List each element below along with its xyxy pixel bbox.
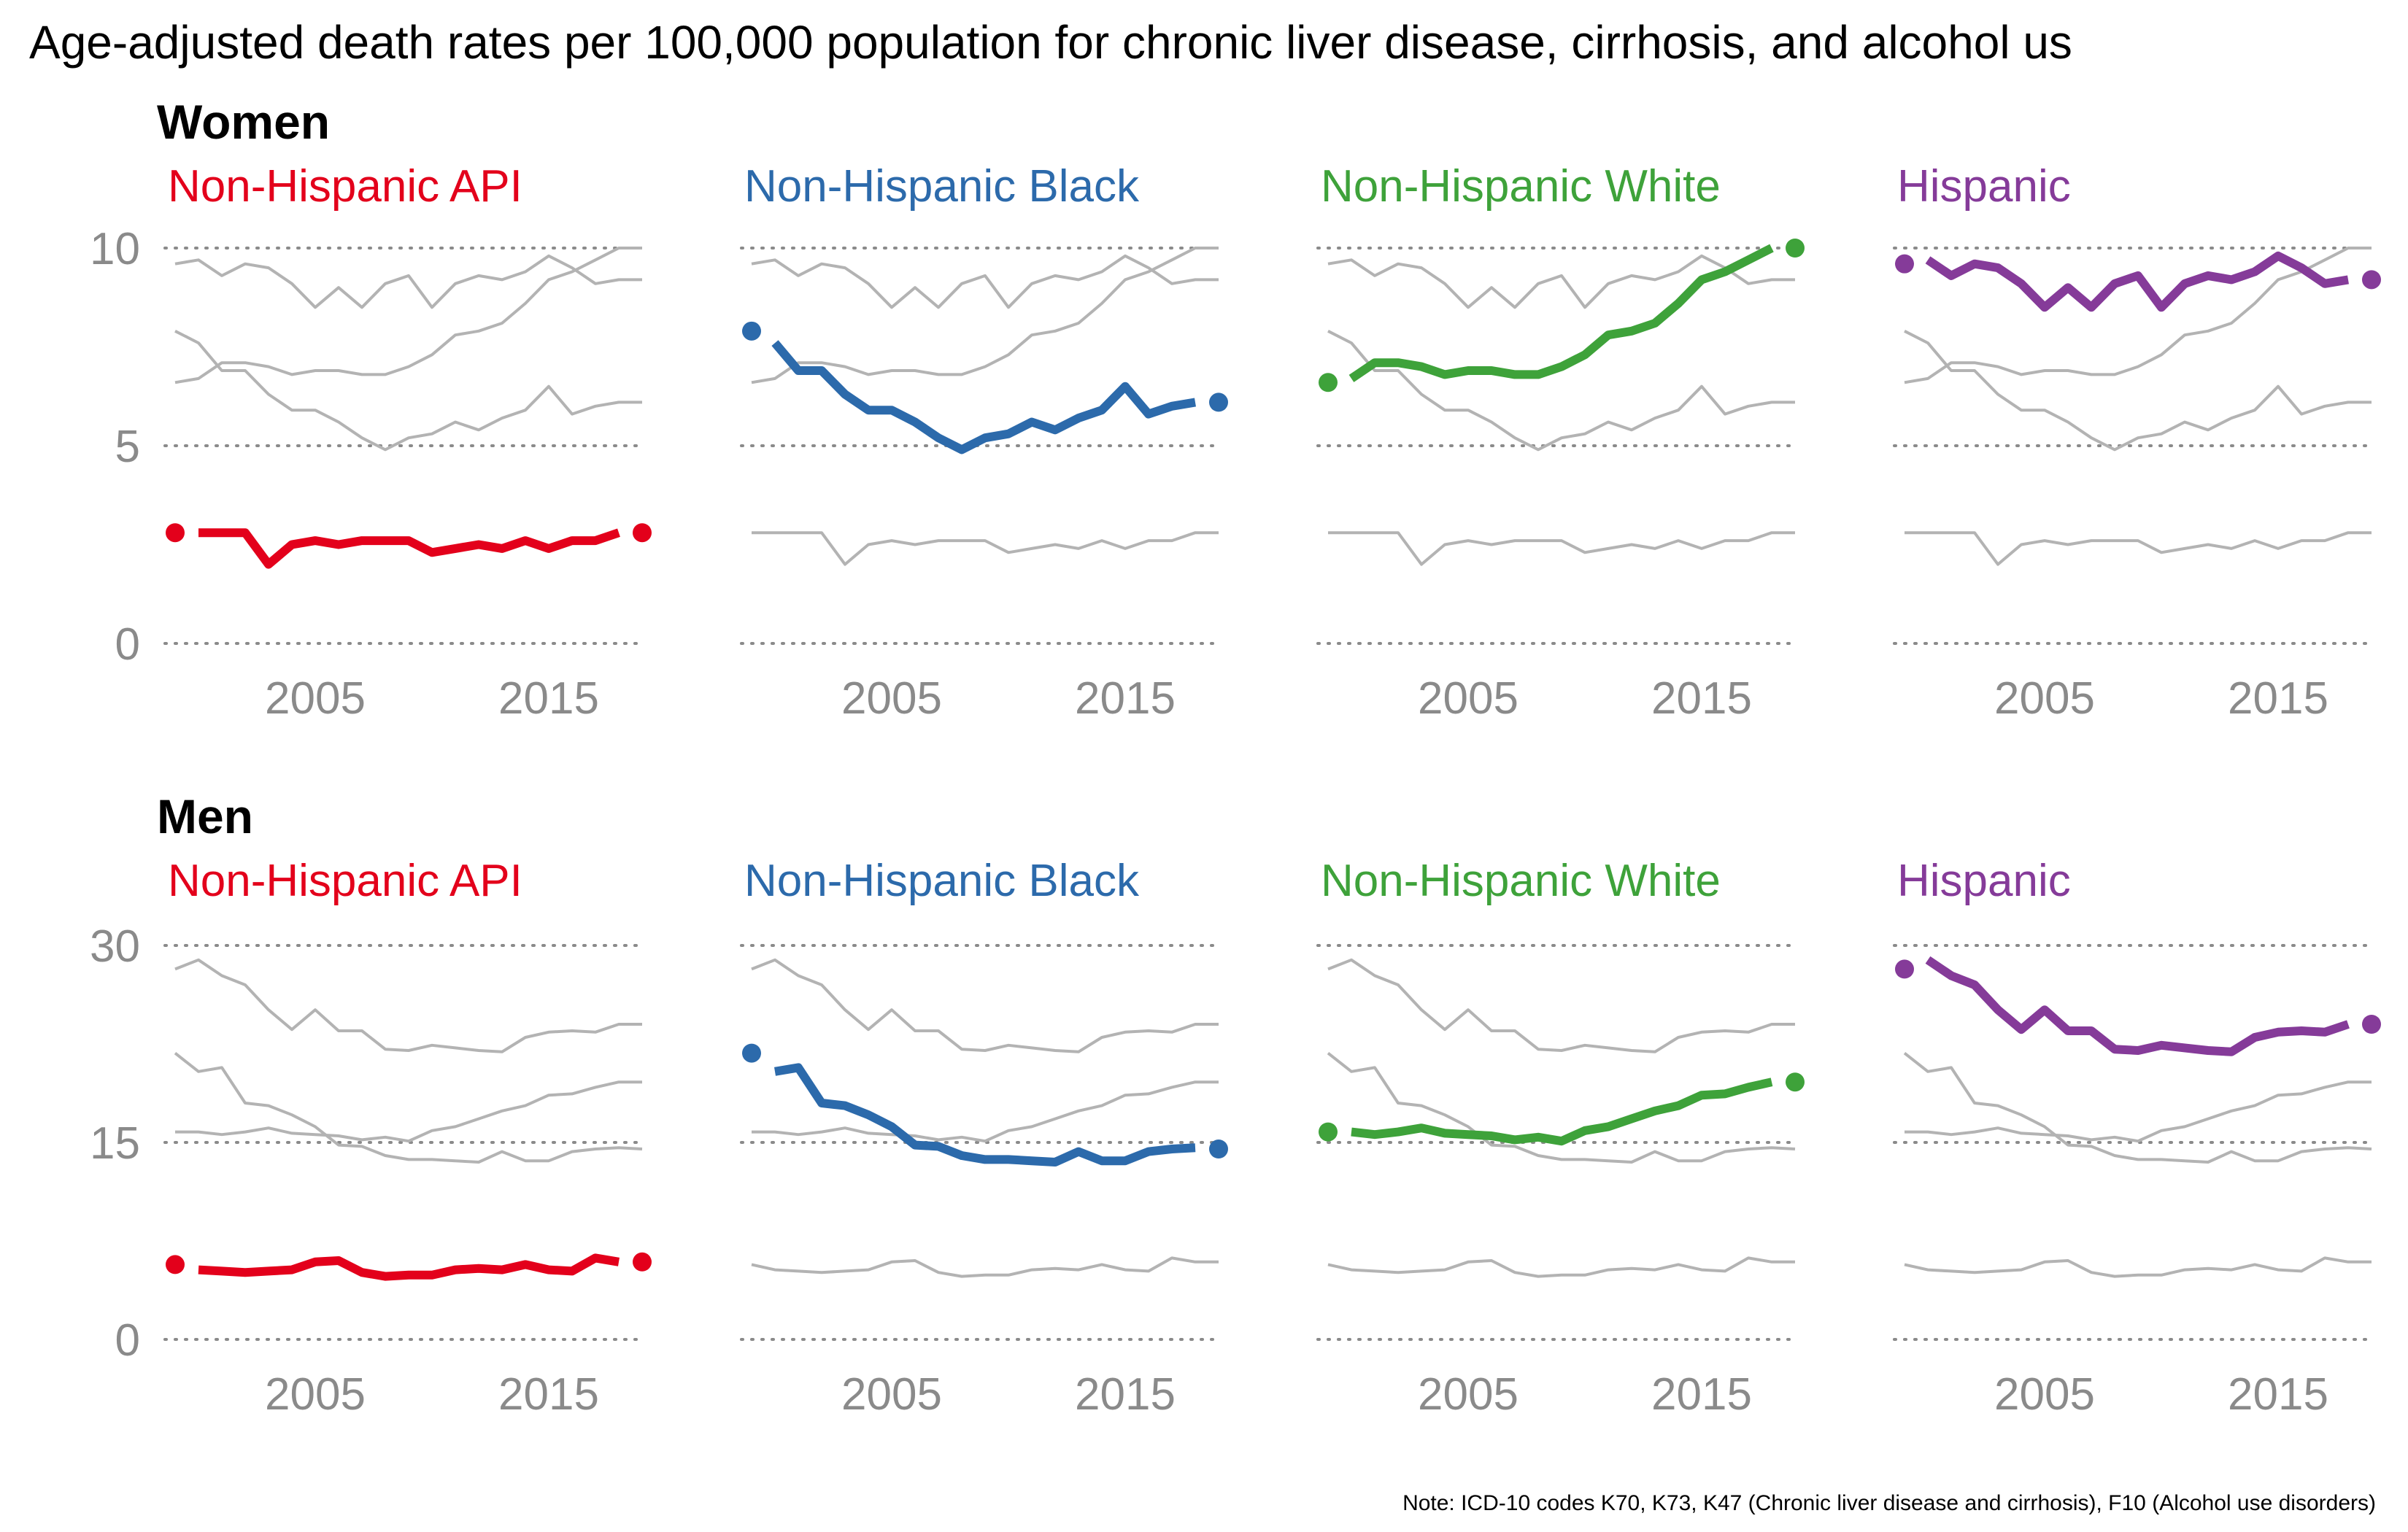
- background-line-non-hispanic-api: [751, 1256, 1219, 1278]
- background-line-hispanic: [174, 254, 642, 309]
- start-point: [742, 1043, 761, 1063]
- panel-men-non-hispanic-white: Non-Hispanic White 2005 2015: [1316, 856, 1805, 1420]
- panel-title: Non-Hispanic API: [168, 161, 522, 212]
- panel-women-non-hispanic-black: Non-Hispanic Black 2005 2015: [740, 161, 1228, 724]
- end-point: [633, 523, 652, 543]
- panel-men-non-hispanic-api: Non-Hispanic API 0 15 30 2005 2015: [90, 856, 652, 1420]
- start-point: [166, 1255, 185, 1274]
- x-tick-label: 2015: [1075, 673, 1176, 724]
- start-point: [1895, 959, 1914, 979]
- background-line-non-hispanic-black: [174, 1052, 643, 1164]
- panel-title: Non-Hispanic White: [1321, 856, 1721, 906]
- panel-women-non-hispanic-white: Non-Hispanic White 2005 2015: [1316, 161, 1805, 724]
- background-line-non-hispanic-white: [751, 247, 1219, 384]
- end-point: [2362, 1015, 2381, 1034]
- end-point: [1786, 239, 1805, 258]
- background-line-non-hispanic-white: [1905, 1080, 2372, 1143]
- panel-title: Non-Hispanic Black: [744, 161, 1140, 212]
- panel-men-hispanic: Hispanic 2005 2015: [1893, 856, 2381, 1420]
- y-tick-label: 0: [115, 1315, 140, 1366]
- chart-title: Age-adjusted death rates per 100,000 pop…: [29, 16, 2072, 69]
- y-tick-label: 10: [90, 224, 140, 274]
- background-line-hispanic: [1327, 958, 1795, 1053]
- series-line-non-hispanic-white: [1351, 1078, 1773, 1146]
- start-point: [166, 523, 185, 543]
- background-line-non-hispanic-api: [752, 531, 1219, 566]
- end-point: [1209, 1140, 1228, 1158]
- background-line-non-hispanic-white: [1904, 247, 2372, 384]
- y-tick-label: 5: [115, 422, 140, 472]
- start-point: [1319, 1122, 1338, 1142]
- series-line-non-hispanic-black: [774, 1063, 1196, 1167]
- x-tick-label: 2015: [2228, 673, 2328, 724]
- series-line-hispanic: [1925, 956, 2350, 1056]
- panel-women-non-hispanic-api: Non-Hispanic API 0 5 10 2005 2015: [90, 161, 652, 724]
- panel-title: Non-Hispanic White: [1321, 161, 1721, 212]
- panel-women-hispanic: Hispanic 2005 2015: [1893, 161, 2381, 724]
- x-tick-label: 2005: [1994, 1369, 2095, 1420]
- background-line-non-hispanic-api: [1327, 1256, 1795, 1278]
- background-line-non-hispanic-black: [1327, 330, 1795, 452]
- x-tick-label: 2015: [1651, 1369, 1752, 1420]
- series-line-non-hispanic-api: [198, 528, 620, 569]
- x-tick-label: 2005: [841, 673, 942, 724]
- background-line-hispanic: [751, 254, 1219, 309]
- chart-note: Note: ICD-10 codes K70, K73, K47 (Chroni…: [1402, 1491, 2376, 1515]
- start-point: [742, 321, 761, 341]
- x-tick-label: 2005: [841, 1369, 942, 1420]
- background-line-non-hispanic-api: [1328, 531, 1795, 566]
- panel-title: Hispanic: [1897, 161, 2071, 212]
- y-tick-label: 30: [90, 921, 140, 972]
- end-point: [1209, 392, 1228, 412]
- y-tick-label: 0: [115, 619, 140, 670]
- series-line-non-hispanic-white: [1348, 244, 1774, 382]
- panel-title: Non-Hispanic Black: [744, 856, 1140, 906]
- x-tick-label: 2015: [498, 673, 599, 724]
- start-point: [1319, 373, 1338, 392]
- x-tick-label: 2005: [265, 1369, 366, 1420]
- background-line-non-hispanic-api: [1904, 1256, 2372, 1278]
- background-line-non-hispanic-black: [174, 330, 642, 452]
- panel-men-non-hispanic-black: Non-Hispanic Black 2005 2015: [740, 856, 1228, 1420]
- x-tick-label: 2015: [1075, 1369, 1176, 1420]
- background-line-hispanic: [1327, 254, 1795, 309]
- x-tick-label: 2005: [1418, 673, 1518, 724]
- x-tick-label: 2015: [1651, 673, 1752, 724]
- x-tick-label: 2005: [265, 673, 366, 724]
- x-tick-label: 2005: [1418, 1369, 1518, 1420]
- facet-label-men: Men: [157, 789, 253, 843]
- panel-title: Non-Hispanic API: [168, 856, 522, 906]
- series-line-non-hispanic-api: [198, 1253, 620, 1281]
- x-tick-label: 2015: [498, 1369, 599, 1420]
- background-line-non-hispanic-white: [175, 1080, 642, 1143]
- x-tick-label: 2005: [1994, 673, 2095, 724]
- end-point: [633, 1252, 652, 1272]
- y-tick-label: 15: [90, 1118, 140, 1169]
- background-line-non-hispanic-white: [752, 1080, 1219, 1143]
- background-line-non-hispanic-api: [1905, 531, 2372, 566]
- facet-label-women: Women: [157, 95, 330, 149]
- start-point: [1895, 254, 1914, 274]
- background-line-hispanic: [751, 958, 1219, 1053]
- background-line-non-hispanic-black: [1903, 1052, 2372, 1164]
- series-line-hispanic: [1925, 251, 2349, 312]
- background-line-non-hispanic-black: [1327, 1052, 1796, 1164]
- end-point: [1786, 1072, 1805, 1092]
- background-line-non-hispanic-black: [1904, 330, 2372, 452]
- panel-title: Hispanic: [1897, 856, 2071, 906]
- series-line-non-hispanic-black: [771, 340, 1196, 454]
- end-point: [2362, 270, 2381, 290]
- background-line-non-hispanic-white: [174, 247, 642, 384]
- background-line-hispanic: [174, 958, 642, 1053]
- x-tick-label: 2015: [2228, 1369, 2328, 1420]
